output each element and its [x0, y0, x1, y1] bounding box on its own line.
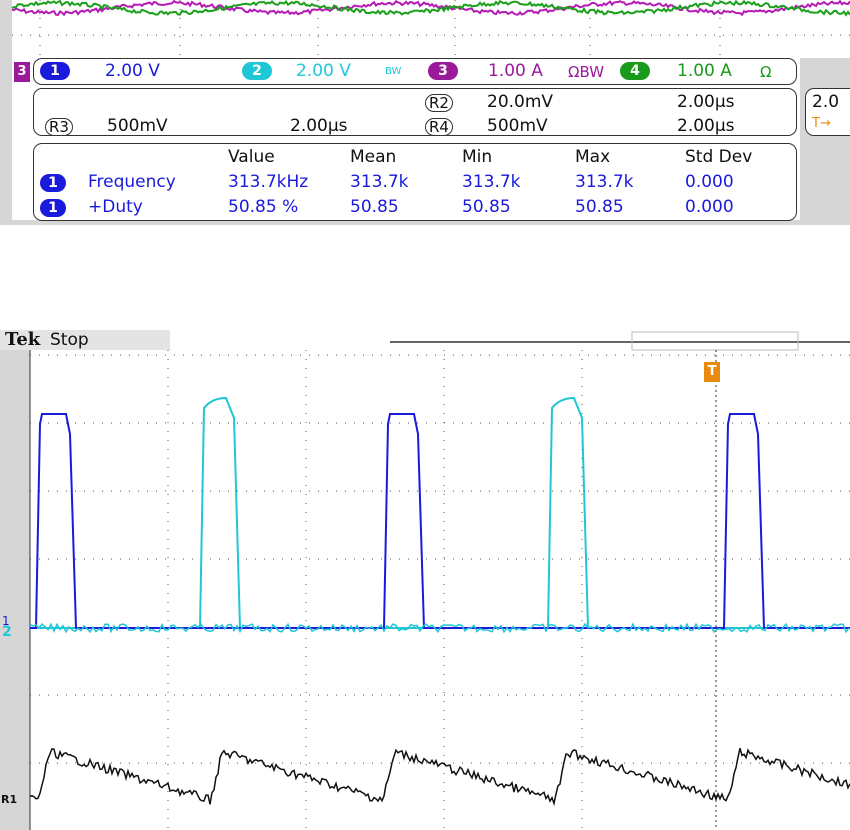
channel-badge: 4 — [620, 62, 650, 80]
measurement-value: 50.85 — [350, 197, 399, 217]
reference-id: R3 — [45, 118, 73, 136]
reference-scale: 20.0mV — [487, 92, 554, 112]
waveform — [11, 0, 850, 17]
measurement-header: Max — [575, 147, 611, 167]
reference-time: 2.00µs — [677, 116, 735, 136]
channel-badge: 3 — [428, 62, 458, 80]
reference-box — [33, 88, 797, 136]
reference-scale: 500mV — [107, 116, 168, 136]
marker-r1: R1 — [1, 793, 18, 806]
measurement-value: 50.85 % — [228, 197, 299, 217]
channel-scale: 1.00 A — [677, 61, 732, 81]
side-box — [805, 88, 850, 136]
measurement-value: 0.000 — [685, 172, 734, 192]
marker-1: 1 — [2, 614, 10, 628]
header-band — [0, 330, 170, 350]
measurement-header: Value — [228, 147, 275, 167]
measurement-channel: 1 — [40, 199, 66, 217]
reference-id: R4 — [425, 118, 453, 136]
pulse-trace — [30, 413, 850, 629]
measurement-name: Frequency — [88, 172, 176, 192]
marker-2: 2 — [2, 624, 12, 640]
noise-trace — [29, 622, 850, 634]
channel-badge: 2 — [242, 62, 272, 80]
measurement-value: 50.85 — [462, 197, 511, 217]
side-box-text: 2.0 — [812, 92, 840, 112]
left-strip — [0, 350, 30, 830]
channel-flag: BW — [385, 66, 402, 77]
channel-bar — [33, 58, 797, 85]
channel-flag: Ω — [760, 63, 772, 81]
measurement-value: 0.000 — [685, 197, 734, 217]
reference-id: R2 — [425, 94, 453, 112]
pulse-trace — [30, 396, 850, 629]
measurement-value: 313.7k — [350, 172, 409, 192]
channel-scale: 1.00 A — [488, 61, 543, 81]
trigger-marker: T — [704, 362, 720, 382]
measurement-value: 50.85 — [575, 197, 624, 217]
measurement-name: +Duty — [88, 197, 143, 217]
measurement-header: Std Dev — [685, 147, 753, 167]
side-box-trigger: T→ — [812, 116, 831, 131]
measurement-box — [33, 143, 797, 221]
channel-flag: ΩBW — [568, 63, 605, 81]
channel-badge: 1 — [40, 62, 70, 80]
reference-scale: 500mV — [487, 116, 548, 136]
reference-time: 2.00µs — [290, 116, 348, 136]
measurement-value: 313.7k — [462, 172, 521, 192]
measurement-header: Min — [462, 147, 493, 167]
channel-scale: 2.00 V — [105, 61, 160, 81]
status: Stop — [50, 330, 89, 350]
side-marker: 3 — [14, 62, 30, 82]
record-window — [631, 331, 799, 351]
measurement-value: 313.7kHz — [228, 172, 309, 192]
measurement-channel: 1 — [40, 174, 66, 192]
reference-time: 2.00µs — [677, 92, 735, 112]
current-trace — [29, 747, 850, 807]
brand: Tek — [5, 329, 41, 350]
measurement-value: 313.7k — [575, 172, 634, 192]
measurement-header: Mean — [350, 147, 397, 167]
waveform — [11, 0, 850, 17]
channel-scale: 2.00 V — [296, 61, 351, 81]
